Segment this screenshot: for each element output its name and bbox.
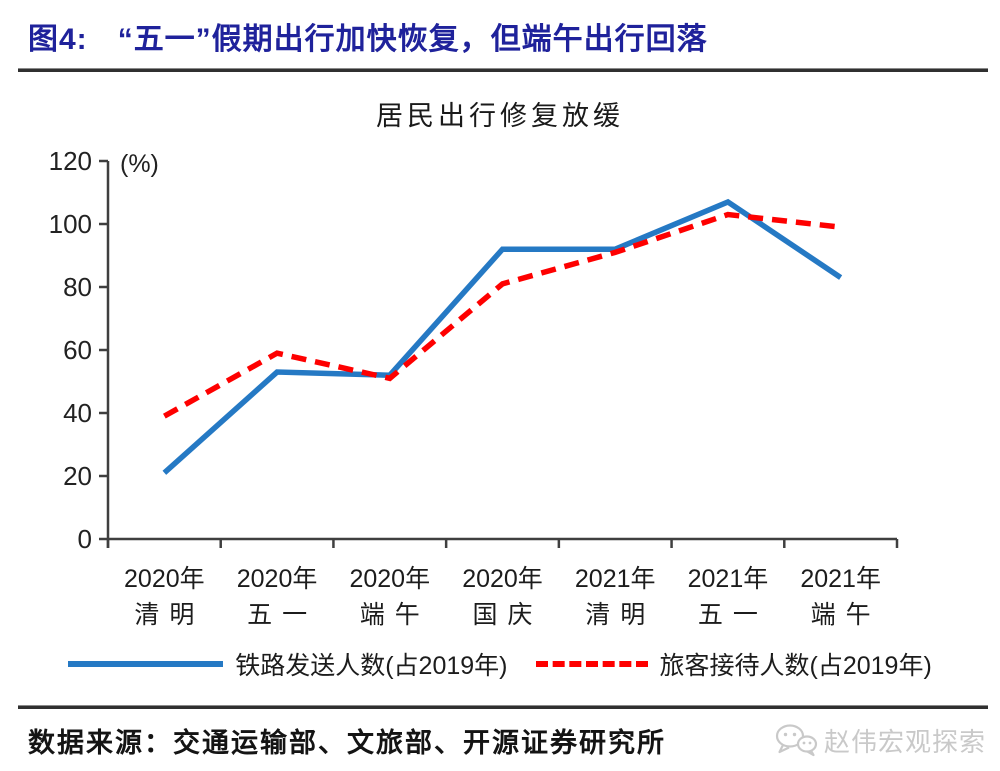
series-line-1 [163, 211, 841, 419]
legend-item-railway: 铁路发送人数(占2019年) [68, 646, 508, 682]
data-source: 数据来源：交通运输部、文旅部、开源证券研究所 [28, 728, 666, 758]
x-label-year: 2020年 [237, 565, 318, 593]
y-tick-label: 120 [49, 146, 92, 176]
y-axis-unit-label: (%) [120, 150, 159, 178]
y-tick-label: 40 [63, 398, 92, 428]
x-label-festival: 国庆 [472, 601, 542, 629]
x-label-year: 2021年 [575, 565, 656, 593]
x-label-year: 2021年 [800, 565, 881, 593]
y-tick-label: 60 [63, 335, 92, 365]
y-tick-label: 100 [49, 209, 92, 239]
y-tick-label: 80 [63, 272, 92, 302]
watermark: 赵伟宏观探索 [774, 722, 986, 759]
top-divider [18, 68, 988, 72]
series-line-0 [162, 198, 843, 475]
x-label-year: 2020年 [124, 565, 205, 593]
chart-title: 居民出行修复放缓 [376, 101, 624, 131]
y-tick-label: 0 [78, 524, 92, 554]
x-label-festival: 清明 [134, 601, 204, 629]
x-label-festival: 端午 [811, 601, 881, 629]
chart-legend: 铁路发送人数(占2019年) 旅客接待人数(占2019年) [0, 647, 1000, 681]
legend-item-tourist: 旅客接待人数(占2019年) [522, 646, 932, 682]
legend-label-railway: 铁路发送人数(占2019年) [235, 652, 508, 680]
figure-title: “五一”假期出行加快恢复，但端午出行回落 [117, 23, 708, 56]
x-label-festival: 五一 [698, 601, 768, 629]
legend-dashed-line-icon [535, 661, 648, 667]
watermark-text: 赵伟宏观探索 [823, 727, 986, 757]
x-label-year: 2020年 [462, 565, 543, 593]
x-label-year: 2020年 [349, 565, 430, 593]
y-tick-label: 20 [63, 461, 92, 491]
x-label-year: 2021年 [688, 565, 769, 593]
legend-solid-line-icon [68, 661, 224, 667]
x-label-festival: 清明 [585, 601, 655, 629]
x-label-festival: 端午 [360, 601, 430, 629]
x-label-festival: 五一 [247, 601, 317, 629]
figure-footer: 数据来源：交通运输部、文旅部、开源证券研究所 赵伟宏观探索 [0, 721, 1000, 760]
legend-label-tourist: 旅客接待人数(占2019年) [659, 652, 932, 680]
bottom-divider [18, 705, 988, 709]
figure-header: 图4: “五一”假期出行加快恢复，但端午出行回落 [28, 14, 980, 58]
figure-number: 图4: [28, 23, 88, 56]
wechat-icon [775, 723, 818, 756]
